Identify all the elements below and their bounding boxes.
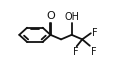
Text: OH: OH: [64, 12, 79, 22]
Text: O: O: [46, 11, 55, 21]
Text: F: F: [92, 28, 98, 38]
Text: F: F: [91, 47, 97, 57]
Text: F: F: [73, 47, 79, 57]
